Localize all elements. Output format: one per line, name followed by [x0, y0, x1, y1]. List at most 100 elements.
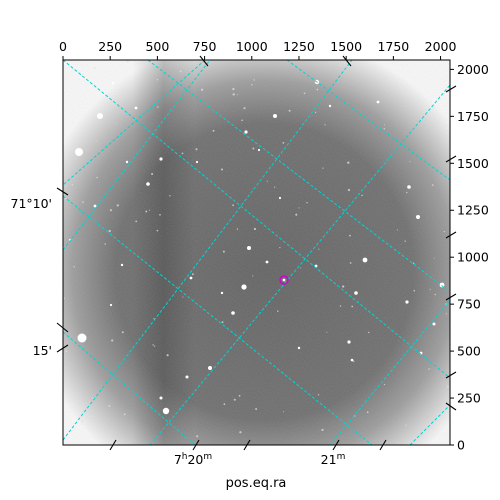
wcs-tick — [445, 231, 457, 239]
top-axis-tick-label: 250 — [98, 39, 122, 54]
star — [162, 407, 170, 415]
star — [241, 284, 247, 290]
grid-line — [329, 299, 450, 445]
grid-line — [63, 60, 450, 379]
wcs-tick — [445, 293, 457, 301]
star-field — [63, 60, 450, 438]
faint-star — [200, 88, 204, 91]
star — [376, 100, 380, 104]
faint-star — [166, 354, 169, 357]
wcs-tick — [379, 439, 387, 451]
faint-star — [153, 318, 155, 320]
faint-star — [233, 398, 236, 401]
faint-star — [445, 313, 447, 315]
faint-star — [152, 344, 154, 346]
grid-line — [63, 60, 353, 441]
star — [407, 185, 411, 189]
star — [159, 157, 163, 161]
star — [77, 333, 87, 343]
faint-star — [347, 188, 351, 192]
star — [231, 311, 235, 315]
wcs-tick — [342, 55, 352, 67]
axes: 0 250 500 750 1000 1250 1500 1750 2000 0 250 500 750… — [56, 39, 489, 453]
faint-star — [406, 191, 408, 194]
faint-star — [383, 124, 385, 126]
faint-star — [121, 331, 124, 334]
grid-line — [147, 60, 450, 293]
top-axis-tick-label: 1750 — [377, 39, 409, 54]
faint-star — [282, 141, 285, 144]
faint-star — [434, 293, 436, 296]
faint-star — [252, 275, 254, 277]
faint-star — [108, 229, 111, 233]
faint-star — [232, 87, 235, 91]
ra-tick-label-2: 21m — [321, 452, 346, 467]
faint-star — [316, 88, 319, 91]
faint-star — [251, 83, 253, 86]
faint-star — [135, 220, 138, 223]
faint-star — [446, 385, 450, 388]
star — [247, 246, 251, 250]
star — [273, 114, 277, 118]
grid-line — [63, 331, 196, 445]
faint-star — [274, 186, 276, 188]
faint-star — [443, 230, 446, 233]
faint-star — [318, 248, 320, 250]
faint-star — [108, 405, 111, 408]
faint-star — [154, 345, 156, 347]
star — [159, 396, 163, 400]
faint-star — [314, 111, 317, 114]
faint-star — [283, 411, 285, 413]
grid-line — [149, 84, 450, 445]
faint-star — [220, 168, 224, 171]
wcs-tick — [56, 187, 69, 196]
faint-star — [326, 331, 328, 333]
star — [416, 215, 420, 219]
star — [109, 303, 113, 307]
faint-star — [306, 201, 308, 204]
right-axis-tick-label: 750 — [457, 297, 481, 312]
right-axis-tick-label: 2000 — [457, 62, 489, 77]
faint-star — [157, 106, 159, 108]
faint-star — [405, 424, 407, 426]
faint-star — [252, 147, 255, 150]
star — [354, 291, 358, 295]
faint-star — [413, 289, 416, 292]
right-axis-tick-label: 1500 — [457, 156, 489, 171]
faint-star — [266, 180, 268, 182]
right-axis-tick-label: 500 — [457, 344, 481, 359]
faint-star — [368, 331, 370, 334]
star — [97, 113, 103, 119]
faint-star — [212, 129, 215, 132]
faint-star — [255, 408, 258, 410]
faint-star — [64, 197, 67, 200]
faint-star — [196, 435, 199, 438]
grid-line — [409, 404, 450, 445]
star — [362, 257, 368, 263]
faint-star — [232, 204, 234, 207]
star — [220, 291, 224, 295]
faint-star — [241, 119, 243, 122]
wcs-tick — [243, 439, 251, 451]
dec-tick-label-1: 71°10' — [11, 196, 53, 211]
star — [297, 346, 301, 350]
faint-star — [96, 176, 98, 179]
ra-tick-label-1: 7h20m — [174, 452, 212, 467]
faint-star — [317, 394, 320, 396]
plot-frame — [62, 59, 451, 446]
faint-star — [222, 250, 225, 253]
star — [350, 358, 354, 362]
faint-star — [349, 262, 352, 264]
faint-star — [63, 297, 65, 300]
wcs-tick — [445, 402, 457, 411]
faint-star — [181, 152, 184, 155]
dec-tick-label-2: 15' — [33, 343, 52, 358]
faint-star — [104, 243, 106, 245]
faint-star — [159, 213, 161, 216]
star — [278, 196, 282, 200]
target-marker-inner — [282, 278, 286, 282]
faint-star — [300, 267, 302, 269]
faint-star — [195, 148, 198, 151]
faint-star — [223, 403, 226, 406]
wcs-tick — [332, 439, 340, 451]
